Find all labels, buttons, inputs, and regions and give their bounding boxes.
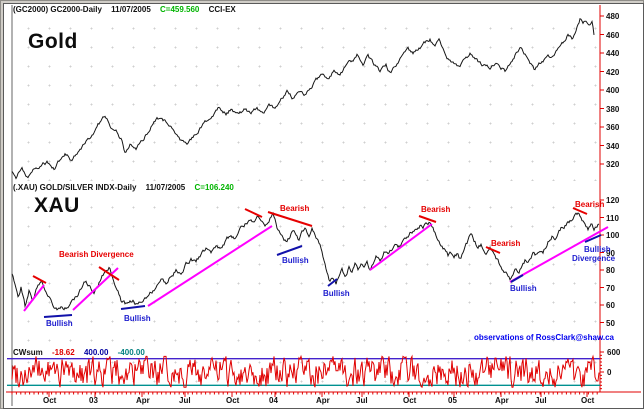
xau-date-label: 11/07/2005 bbox=[145, 183, 186, 192]
xau-plot-area[interactable] bbox=[12, 192, 599, 345]
cwsum-lower-band-value: -400.00 bbox=[117, 348, 145, 357]
xau-header: (.XAU) GOLD/SILVER INDX-Daily 11/07/2005… bbox=[13, 183, 241, 192]
gold-axis-tick-label: 360 bbox=[606, 123, 620, 132]
gold-axis-tick-label: 320 bbox=[606, 160, 620, 169]
timeline-label: Apr bbox=[495, 396, 509, 405]
credit-text: observations of RossClark@shaw.ca bbox=[474, 333, 614, 342]
xau-axis-tick-label: 60 bbox=[606, 301, 615, 310]
gold-indicator-label: CCI-EX bbox=[208, 5, 236, 14]
xau-axis-tick-label: 80 bbox=[606, 266, 615, 275]
timeline-label: Jul bbox=[535, 396, 547, 405]
gold-axis-tick-label: 440 bbox=[606, 49, 620, 58]
gold-close-value: C=459.560 bbox=[160, 5, 200, 14]
xau-symbol-label: (.XAU) GOLD/SILVER INDX-Daily bbox=[13, 183, 137, 192]
cwsum-upper-band-value: 400.00 bbox=[83, 348, 109, 357]
xau-axis-tick-label: 90 bbox=[606, 248, 615, 258]
gold-axis-tick-label: 380 bbox=[606, 104, 620, 114]
xau-axis-tick-label: 120 bbox=[606, 196, 620, 205]
gold-axis-tick-label: 400 bbox=[606, 86, 620, 95]
timeline-label: Oct bbox=[226, 396, 240, 405]
timeline-label: Oct bbox=[43, 396, 57, 405]
gold-symbol-label: (GC2000) GC2000-Daily bbox=[13, 5, 102, 14]
gold-plot-area[interactable] bbox=[12, 13, 599, 181]
xau-axis-tick-label: 100 bbox=[606, 231, 620, 240]
cwsum-name-label: CWsum bbox=[13, 348, 43, 357]
cwsum-header: CWsum -18.62 400.00 -400.00 bbox=[13, 348, 152, 357]
cwsum-axis-tick-label: 600 bbox=[607, 348, 621, 357]
gold-axis-tick-label: 420 bbox=[606, 67, 620, 77]
xau-title: XAU bbox=[34, 194, 80, 217]
cwsum-axis-tick-label: 0 bbox=[607, 368, 612, 377]
gold-axis-tick-label: 340 bbox=[606, 141, 620, 151]
xau-axis-tick-label: 70 bbox=[606, 283, 615, 293]
cwsum-last-value: -18.62 bbox=[52, 348, 75, 357]
timeline-label: Oct bbox=[403, 396, 417, 405]
gold-axis-tick-label: 480 bbox=[606, 12, 620, 21]
xau-close-value: C=106.240 bbox=[194, 183, 234, 192]
xau-axis-tick-label: 110 bbox=[606, 213, 619, 223]
xau-axis-tick-label: 50 bbox=[606, 318, 615, 328]
timeline-label: 05 bbox=[448, 396, 457, 405]
gold-header: (GC2000) GC2000-Daily 11/07/2005 C=459.5… bbox=[13, 5, 243, 14]
timeline-label: Apr bbox=[136, 396, 150, 405]
timeline-label: Jul bbox=[179, 396, 191, 405]
timeline-label: 03 bbox=[89, 396, 98, 405]
timeline-label: 04 bbox=[269, 396, 278, 405]
gold-date-label: 11/07/2005 bbox=[111, 5, 151, 14]
timeline-label: Jul bbox=[356, 396, 368, 405]
timeline-label: Oct bbox=[581, 396, 595, 405]
timeline-label: Apr bbox=[316, 396, 330, 405]
gold-axis-tick-label: 460 bbox=[606, 30, 620, 40]
gold-title: Gold bbox=[28, 30, 78, 53]
chart-client-area: (GC2000) GC2000-Daily 11/07/2005 C=459.5… bbox=[3, 3, 644, 409]
